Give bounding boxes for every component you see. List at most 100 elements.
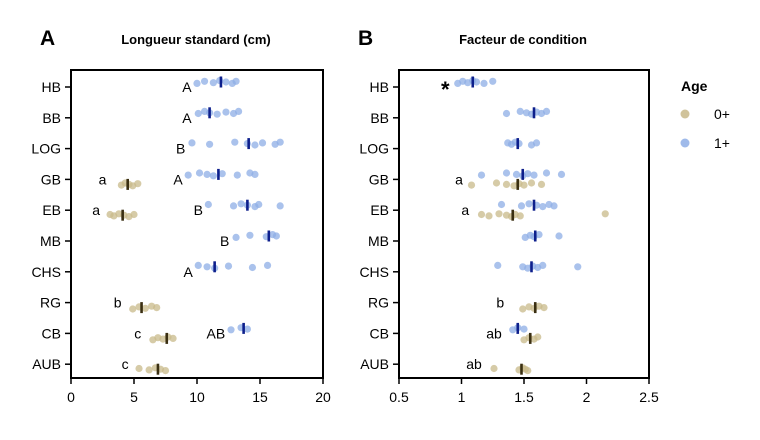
data-point — [169, 334, 177, 342]
panel-b-marks: 0.5 1 1.5 2 2.5HBBBLOGGBEBMBCHSRGCBAUB*aabab… — [359, 76, 659, 405]
y-tick-label-b: BB — [370, 110, 389, 126]
y-tick-label-a: GB — [41, 171, 61, 187]
significance-letter: A — [173, 171, 183, 187]
data-point — [537, 180, 546, 188]
data-point — [524, 170, 532, 178]
data-point — [492, 179, 501, 187]
y-tick-label-a: BB — [42, 110, 61, 126]
data-point — [209, 172, 217, 180]
panel-letter-a: A — [40, 27, 55, 50]
significance-letter: A — [182, 110, 192, 126]
y-tick-label-b: GB — [369, 171, 389, 187]
y-tick-label-b: HB — [370, 79, 389, 95]
data-point — [489, 77, 497, 85]
data-point — [248, 263, 257, 272]
data-point — [524, 367, 532, 375]
data-point — [272, 232, 280, 240]
legend-marker-0 — [680, 109, 690, 119]
significance-letter: B — [220, 233, 229, 249]
data-point — [502, 169, 511, 177]
data-point — [263, 261, 272, 269]
data-point — [206, 140, 214, 148]
data-point — [255, 200, 263, 209]
y-tick-label-b: CHS — [359, 264, 389, 280]
significance-letter: A — [182, 79, 192, 95]
y-tick-label-b: CB — [370, 325, 389, 341]
data-point — [519, 305, 527, 313]
data-point — [222, 78, 230, 86]
data-point — [227, 326, 235, 334]
data-point — [234, 107, 243, 115]
data-point — [251, 141, 259, 149]
data-point — [194, 109, 202, 118]
y-tick-label-a: LOG — [31, 141, 61, 157]
x-tick-label-a: 15 — [252, 389, 268, 405]
data-point — [550, 202, 558, 210]
data-point — [502, 109, 511, 118]
data-point — [184, 171, 192, 179]
y-tick-label-b: LOG — [359, 141, 389, 157]
data-point — [485, 212, 493, 220]
data-point — [153, 304, 161, 312]
y-tick-label-b: EB — [370, 202, 389, 218]
data-point — [161, 367, 170, 375]
data-point — [540, 304, 548, 312]
data-point — [231, 138, 239, 146]
significance-letter: B — [176, 141, 185, 157]
data-point — [472, 78, 481, 86]
data-point — [534, 333, 542, 341]
panel-a: A Longueur standard (cm) 0 5 10 15 20HBBBLOG… — [31, 27, 331, 405]
data-point — [251, 170, 259, 178]
y-tick-label-a: AUB — [32, 356, 61, 372]
significance-letter: A — [184, 264, 194, 280]
x-tick-label-b: 0.5 — [389, 389, 409, 405]
data-point — [204, 200, 212, 209]
significance-star: * — [441, 77, 450, 102]
data-point — [601, 210, 609, 218]
data-point — [535, 231, 543, 239]
significance-letter: a — [455, 171, 463, 187]
x-tick-label-b: 1 — [458, 389, 466, 405]
data-point — [539, 261, 547, 269]
y-tick-label-a: EB — [42, 202, 61, 218]
data-point — [525, 200, 533, 208]
data-point — [258, 139, 267, 147]
x-tick-label-b: 2.5 — [639, 389, 659, 405]
significance-letter: ab — [466, 356, 482, 372]
data-point — [135, 364, 143, 373]
data-point — [494, 261, 502, 269]
legend: Age 0+ 1+ — [680, 78, 730, 151]
data-point — [532, 139, 541, 147]
data-point — [542, 107, 551, 115]
y-tick-label-a: MB — [40, 233, 61, 249]
data-point — [527, 179, 536, 187]
data-point — [194, 261, 202, 269]
data-point — [224, 262, 233, 270]
data-point — [145, 366, 153, 374]
data-point — [480, 79, 488, 87]
data-point — [213, 110, 221, 118]
data-point — [477, 210, 486, 219]
panel-b-title: Facteur de condition — [459, 32, 587, 47]
data-point — [188, 139, 196, 147]
data-point — [129, 305, 137, 313]
data-point — [243, 325, 251, 333]
significance-letter: c — [134, 325, 141, 341]
data-point — [232, 77, 240, 85]
data-point — [246, 231, 254, 239]
y-tick-label-b: MB — [368, 233, 389, 249]
legend-title: Age — [681, 78, 708, 94]
legend-label-0: 0+ — [714, 106, 730, 122]
data-point — [517, 202, 526, 210]
data-point — [229, 202, 238, 210]
data-point — [530, 171, 538, 179]
legend-marker-1 — [680, 138, 690, 148]
data-point — [276, 138, 284, 146]
significance-letter: B — [194, 202, 203, 218]
data-point — [495, 210, 503, 218]
data-point — [134, 180, 142, 188]
data-point — [195, 169, 204, 177]
x-tick-label-b: 2 — [583, 389, 591, 405]
panel-letter-b: B — [358, 27, 373, 50]
